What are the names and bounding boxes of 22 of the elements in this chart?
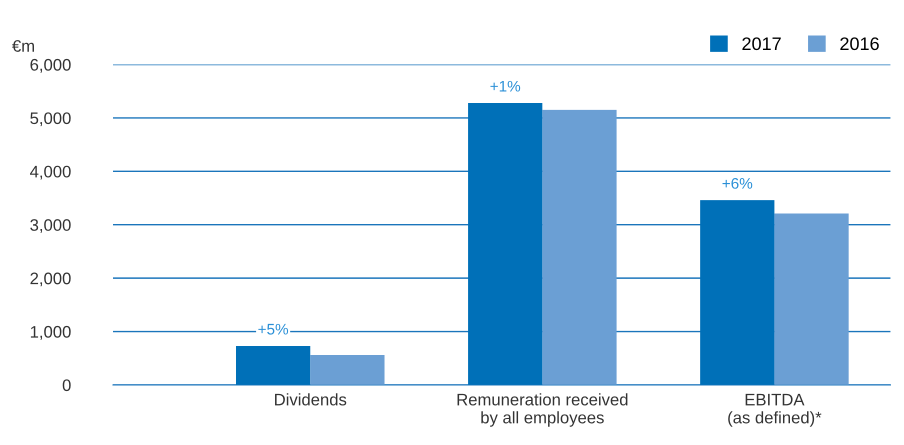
y-tick-label: 1,000 [30,326,71,340]
y-tick-label: 5,000 [30,112,71,126]
x-tick-label: EBITDA (as defined)* [728,394,822,427]
bar [236,346,310,385]
y-tick-label: 3,000 [30,219,71,233]
x-tick-label: Remuneration received by all employees [458,393,628,427]
bar [774,214,849,385]
bar [700,200,774,385]
bar [310,355,385,385]
y-tick-label: 4,000 [30,166,71,180]
annotation: +6% [722,178,752,189]
legend-label: 2016 [840,37,879,50]
y-axis-title: €m [12,40,34,52]
x-tick-label: Dividends [275,393,346,406]
legend-label: 2017 [742,37,781,50]
annotation: +1% [490,80,520,92]
annotation: +5% [258,324,288,335]
y-tick-label: 0 [62,379,71,392]
y-tick-label: 2,000 [30,272,71,286]
bar [542,110,617,385]
bar [468,102,542,385]
y-tick-label: 6,000 [30,58,71,73]
